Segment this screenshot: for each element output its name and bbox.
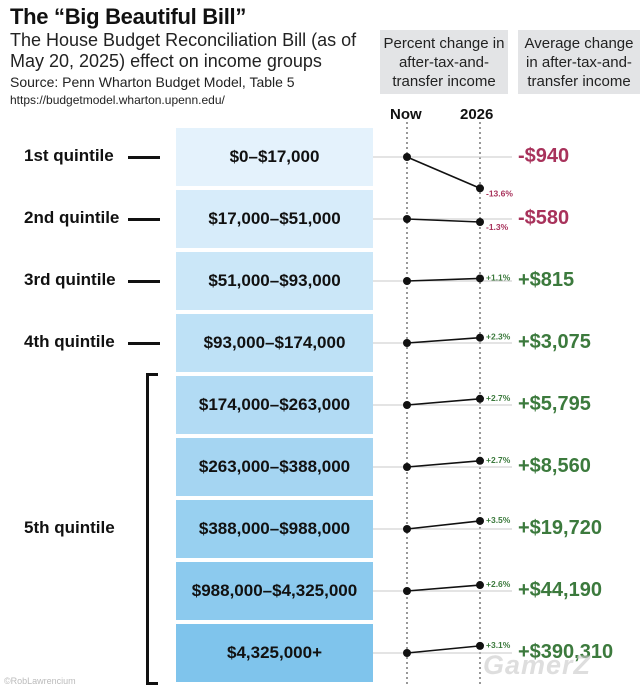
watermark-logo: GamerZ [483,650,592,680]
quintile-label-1: 1st quintile [24,146,114,165]
percent-change-label: +2.3% [486,332,511,342]
column-2026-label: 2026 [460,106,494,123]
income-group-box: $988,000–$4,325,000 [176,562,373,620]
now-point [403,215,411,223]
quintile-dash-4 [128,342,160,345]
2026-point [476,456,484,465]
income-group-label: $17,000–$51,000 [208,209,341,228]
income-group-label: $388,000–$988,000 [198,519,351,538]
quintile-dash-3 [128,280,160,283]
average-change-value: +$5,795 [518,393,591,415]
income-group-box: $51,000–$93,000 [176,252,373,310]
slope-line [406,520,481,530]
percent-change-label: -1.3% [486,222,509,232]
source-url[interactable]: https://budgetmodel.wharton.upenn.edu/ [10,93,225,107]
quintile-label-3: 3rd quintile [24,270,116,289]
average-change-value: +$390,310 [518,641,614,663]
slope-line [406,156,481,190]
income-group-label: $263,000–$388,000 [198,457,351,476]
average-change-value: +$3,075 [518,331,591,353]
quintile-label-5: 5th quintile [24,518,115,537]
income-group-label: $988,000–$4,325,000 [191,581,358,600]
2026-point [476,516,484,525]
percent-change-label: +3.1% [486,640,511,650]
income-group-box: $4,325,000+ [176,624,373,682]
percent-change-label: +2.7% [486,393,511,403]
percent-change-label: +1.1% [486,272,511,282]
average-change-value: +$19,720 [518,517,602,539]
quintile-label-2: 2nd quintile [24,208,120,227]
source-note: Source: Penn Wharton Budget Model, Table… [10,74,295,90]
slope-line [406,584,481,592]
now-point [403,339,411,347]
now-point [403,587,411,595]
header-percent-change-text: Percent change in after-tax-and-transfer… [383,34,505,90]
slope-line [406,218,481,223]
income-group-box: $174,000–$263,000 [176,376,373,434]
2026-point [476,217,484,226]
column-now-label: Now [390,106,422,123]
credit-text: ©RobLawrencium [4,676,76,686]
income-group-box: $388,000–$988,000 [176,500,373,558]
average-change-value: -$940 [518,145,570,167]
page-title: The “Big Beautiful Bill” [10,4,247,29]
percent-change-label: +3.5% [486,515,511,525]
header-average-change-text: Average change in after-tax-and-transfer… [524,34,634,90]
slope-line [406,397,481,406]
2026-point [476,274,484,283]
income-group-label: $51,000–$93,000 [208,271,341,290]
slope-line [406,645,481,654]
2026-point [476,641,484,650]
percent-change-label: +2.6% [486,579,511,589]
slope-line [406,336,481,344]
header-percent-change: Percent change in after-tax-and-transfer… [380,30,508,94]
average-change-value: +$8,560 [518,455,591,477]
now-point [403,277,411,285]
percent-change-label: -13.6% [486,188,513,198]
average-change-value: +$815 [518,269,575,291]
income-group-box: $0–$17,000 [176,128,373,186]
page-subtitle: The House Budget Reconciliation Bill (as… [10,30,357,71]
2026-point [476,581,484,590]
now-point [403,525,411,533]
percent-change-label: +2.7% [486,455,511,465]
slope-line [406,277,481,282]
top-quintile-bracket [146,373,158,685]
now-point [403,649,411,657]
quintile-dash-2 [128,218,160,221]
quintile-label-4: 4th quintile [24,332,115,351]
income-group-box: $263,000–$388,000 [176,438,373,496]
average-change-value: +$44,190 [518,579,602,601]
quintile-dash-1 [128,156,160,159]
average-change-value: -$580 [518,207,570,229]
income-group-label: $4,325,000+ [226,643,322,662]
now-point [403,401,411,409]
income-group-label: $174,000–$263,000 [198,395,351,414]
income-group-box: $17,000–$51,000 [176,190,373,248]
slope-line [406,459,481,468]
now-point [403,463,411,471]
header-average-change: Average change in after-tax-and-transfer… [518,30,640,94]
2026-point [476,184,484,193]
2026-point [476,394,484,403]
income-group-label: $93,000–$174,000 [203,333,346,352]
income-group-box: $93,000–$174,000 [176,314,373,372]
now-point [403,153,411,161]
income-group-label: $0–$17,000 [229,147,320,166]
2026-point [476,333,484,342]
